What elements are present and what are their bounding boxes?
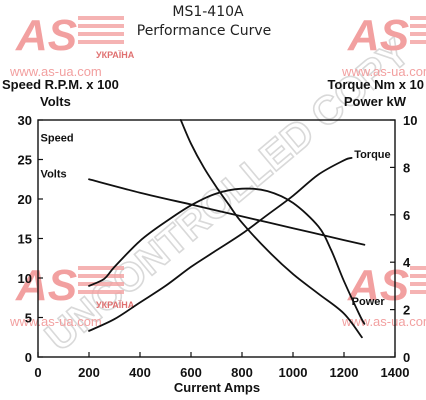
right-tick-label: 8	[403, 160, 410, 175]
x-tick-label: 0	[34, 365, 41, 380]
watermark-logo-text: AS	[347, 11, 409, 60]
watermark-stripe	[78, 282, 124, 286]
right-tick-label: 4	[403, 255, 411, 270]
watermark-stripe	[78, 290, 124, 294]
right-tick-label: 0	[403, 350, 410, 365]
ticks-layer: 0 200 400 600 800 1000 1200 1400051015202530024…	[18, 113, 418, 380]
watermark-url: www.as-ua.com	[341, 314, 426, 329]
watermark-stripe	[410, 290, 426, 294]
watermark-stripe	[78, 16, 124, 20]
watermark-stripe	[78, 274, 124, 278]
watermark-country-tag: УКРАЇНА	[96, 50, 135, 60]
right-axis-title-torque: Torque Nm x 10	[327, 77, 424, 92]
watermark-stripe	[78, 266, 124, 270]
x-tick-label: 600	[180, 365, 202, 380]
left-axis-title-volts: Volts	[40, 94, 71, 109]
watermark-logo: AS УКРАЇНА www.as-ua.com	[9, 11, 135, 79]
watermark-url: www.as-ua.com	[341, 64, 426, 79]
watermark-stripe	[78, 24, 124, 28]
x-tick-label: 800	[231, 365, 253, 380]
watermark-country-tag: УКРАЇНА	[96, 300, 135, 310]
series-label-volts: Volts	[41, 169, 67, 181]
series-label-power: Power	[352, 296, 386, 308]
watermark-logo-text: AS	[347, 261, 409, 310]
chart-subtitle: Performance Curve	[137, 23, 271, 39]
watermark-logo: AS УКРАЇНА www.as-ua.com	[9, 261, 135, 329]
x-tick-label: 1200	[330, 365, 359, 380]
series-line-volts	[88, 178, 366, 246]
watermark-stripe	[410, 32, 426, 36]
right-tick-label: 6	[403, 208, 410, 223]
left-tick-label: 25	[18, 153, 32, 168]
series-line-torque	[88, 157, 353, 332]
left-tick-label: 5	[25, 311, 32, 326]
series-layer	[88, 119, 366, 339]
watermark-stripe	[410, 40, 426, 44]
x-tick-label: 1000	[279, 365, 308, 380]
watermark-logo-text: AS	[15, 11, 77, 60]
series-label-speed: Speed	[41, 132, 74, 144]
left-axis-title-speed: Speed R.P.M. x 100	[2, 77, 119, 92]
x-tick-label: 1400	[381, 365, 410, 380]
watermark-stripe	[410, 282, 426, 286]
x-tick-label: 200	[78, 365, 100, 380]
series-label-torque: Torque	[354, 149, 390, 161]
left-tick-label: 20	[18, 192, 32, 207]
watermark-stripe	[410, 274, 426, 278]
watermark-url: www.as-ua.com	[9, 314, 102, 329]
watermark-stripe	[410, 16, 426, 20]
watermark-stripe	[78, 32, 124, 36]
right-axis-title-power: Power kW	[344, 94, 407, 109]
chart-title: MS1-410A	[172, 4, 244, 20]
left-tick-label: 0	[25, 350, 32, 365]
left-tick-label: 15	[18, 232, 32, 247]
left-tick-label: 30	[18, 113, 32, 128]
right-tick-label: 2	[403, 303, 410, 318]
x-axis-title: Current Amps	[174, 380, 260, 395]
series-labels-layer: Speed Volts Torque Power	[41, 132, 391, 308]
left-tick-label: 10	[18, 271, 32, 286]
watermark-stripe	[78, 40, 124, 44]
series-line-power	[88, 187, 366, 325]
series-line-speed	[179, 119, 363, 339]
watermark-logo-text: AS	[15, 261, 77, 310]
watermark-stripe	[410, 266, 426, 270]
x-tick-label: 400	[129, 365, 151, 380]
watermark-stripe	[410, 24, 426, 28]
right-tick-label: 10	[403, 113, 417, 128]
watermark-url: www.as-ua.com	[9, 64, 102, 79]
